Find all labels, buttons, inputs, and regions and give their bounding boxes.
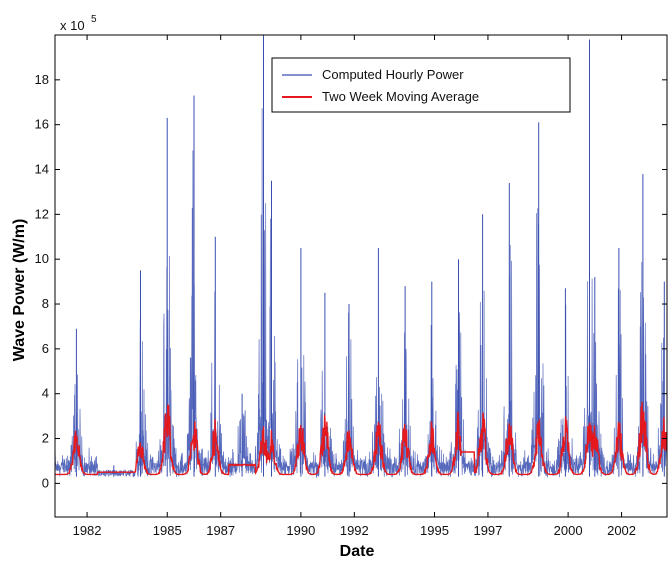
legend-entry: Computed Hourly Power [322, 67, 464, 82]
legend-entry: Two Week Moving Average [322, 89, 479, 104]
x-tick-label: 1997 [473, 523, 502, 538]
y-tick-label: 4 [42, 386, 49, 401]
y-tick-label: 12 [35, 206, 49, 221]
x-tick-label: 2002 [607, 523, 636, 538]
y-tick-label: 2 [42, 431, 49, 446]
legend-box [271, 57, 571, 113]
y-tick-label: 14 [35, 162, 49, 177]
series-two-week-moving-average [55, 401, 667, 476]
x-tick-label: 1992 [340, 523, 369, 538]
x-tick-label: 1990 [286, 523, 315, 538]
y-tick-label: 18 [35, 72, 49, 87]
y-tick-label: 0 [42, 475, 49, 490]
x-tick-label: 2000 [554, 523, 583, 538]
series-computed-hourly-power-peaks [75, 35, 665, 477]
y-axis-multiplier: x 10 [60, 18, 85, 33]
x-tick-label: 1987 [206, 523, 235, 538]
series-layer [55, 35, 667, 478]
x-tick-label: 1985 [153, 523, 182, 538]
axes-layer: 0 2 4 6 8 10 12 14 16 18 1982 1985 1987 1990 1992 1995 1… [35, 34, 668, 538]
y-tick-label: 6 [42, 341, 49, 356]
y-tick-label: 8 [42, 296, 49, 311]
y-tick-label: 16 [35, 117, 49, 132]
y-tick-label: 10 [35, 251, 49, 266]
y-axis-label: Wave Power (W/m) [11, 219, 28, 362]
x-axis-label: Date [340, 543, 375, 560]
x-tick-label: 1995 [420, 523, 449, 538]
plot-frame [54, 34, 668, 518]
y-axis-multiplier-exponent: 5 [91, 14, 97, 25]
x-tick-label: 1982 [73, 523, 102, 538]
legend: Computed Hourly Power Two Week Moving Ave… [271, 57, 571, 113]
